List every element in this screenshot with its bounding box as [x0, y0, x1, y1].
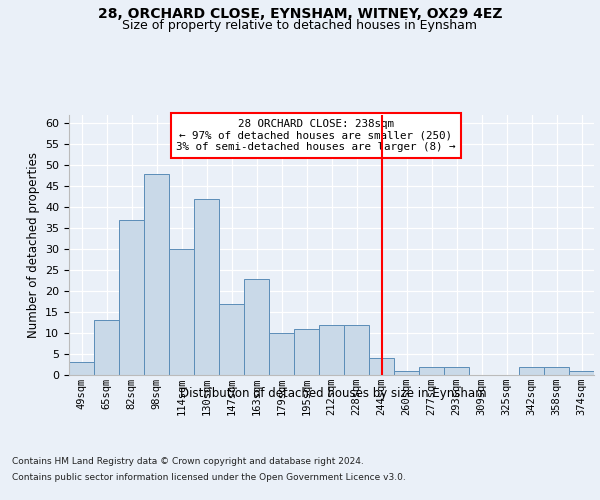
Bar — [394, 371, 419, 375]
Bar — [269, 333, 294, 375]
Bar — [444, 366, 469, 375]
Bar — [519, 366, 544, 375]
Bar — [544, 366, 569, 375]
Bar — [244, 278, 269, 375]
Bar — [194, 199, 219, 375]
Text: Contains HM Land Registry data © Crown copyright and database right 2024.: Contains HM Land Registry data © Crown c… — [12, 458, 364, 466]
Bar — [219, 304, 244, 375]
Bar — [119, 220, 144, 375]
Y-axis label: Number of detached properties: Number of detached properties — [26, 152, 40, 338]
Bar — [369, 358, 394, 375]
Bar — [169, 249, 194, 375]
Text: 28, ORCHARD CLOSE, EYNSHAM, WITNEY, OX29 4EZ: 28, ORCHARD CLOSE, EYNSHAM, WITNEY, OX29… — [98, 8, 502, 22]
Bar — [344, 324, 369, 375]
Bar — [319, 324, 344, 375]
Text: Size of property relative to detached houses in Eynsham: Size of property relative to detached ho… — [122, 18, 478, 32]
Bar — [69, 362, 94, 375]
Bar — [94, 320, 119, 375]
Bar — [569, 371, 594, 375]
Text: Distribution of detached houses by size in Eynsham: Distribution of detached houses by size … — [179, 388, 487, 400]
Text: 28 ORCHARD CLOSE: 238sqm
← 97% of detached houses are smaller (250)
3% of semi-d: 28 ORCHARD CLOSE: 238sqm ← 97% of detach… — [176, 119, 455, 152]
Bar — [419, 366, 444, 375]
Bar — [144, 174, 169, 375]
Text: Contains public sector information licensed under the Open Government Licence v3: Contains public sector information licen… — [12, 472, 406, 482]
Bar — [294, 329, 319, 375]
